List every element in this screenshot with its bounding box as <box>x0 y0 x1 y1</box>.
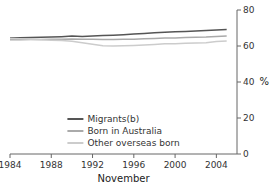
plot-lines <box>10 30 227 46</box>
y-tick <box>237 154 241 155</box>
legend-label: Other overseas born <box>87 138 179 148</box>
x-tick-label: 1996 <box>122 160 145 170</box>
x-tick <box>216 154 217 158</box>
x-tick-label: 1984 <box>0 160 22 170</box>
legend-swatch <box>67 130 83 132</box>
x-tick-label: 2000 <box>164 160 187 170</box>
x-tick-label: 1992 <box>81 160 104 170</box>
y-tick-label: 0 <box>243 149 249 159</box>
y-tick-label: 40 <box>243 77 255 87</box>
y-tick <box>237 82 241 83</box>
y-tick-label: 80 <box>243 5 255 15</box>
x-tick <box>175 154 176 158</box>
y-tick <box>237 118 241 119</box>
x-tick-label: 2004 <box>205 160 228 170</box>
x-tick <box>133 154 134 158</box>
y-axis-label: % <box>259 76 269 87</box>
y-tick-label: 60 <box>243 41 255 51</box>
legend-label: Born in Australia <box>87 126 162 136</box>
series-line <box>10 38 227 46</box>
chart: 1984 1988 1992 1996 2000 2004 0 20 40 60 80 Novembe… <box>0 0 273 188</box>
x-axis-label: November <box>97 173 150 184</box>
y-tick <box>237 46 241 47</box>
legend: Migrants(b) Born in Australia Other overse… <box>67 114 179 148</box>
y-tick-label: 20 <box>243 113 255 123</box>
x-tick <box>10 154 11 158</box>
x-axis <box>10 154 237 155</box>
legend-swatch <box>67 118 83 120</box>
y-tick <box>237 10 241 11</box>
legend-swatch <box>67 142 83 144</box>
x-tick <box>51 154 52 158</box>
legend-label: Migrants(b) <box>87 114 139 124</box>
x-tick <box>92 154 93 158</box>
x-tick-label: 1988 <box>40 160 63 170</box>
